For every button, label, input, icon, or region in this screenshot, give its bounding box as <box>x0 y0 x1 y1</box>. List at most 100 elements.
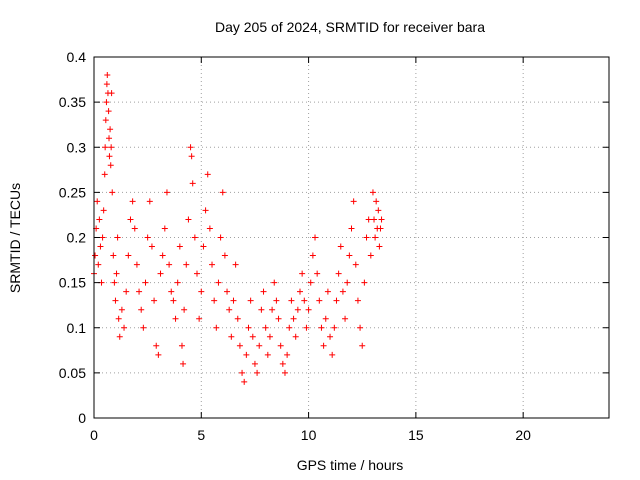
data-point <box>106 135 113 142</box>
y-tick-label: 0.4 <box>67 49 87 65</box>
data-point <box>236 342 243 349</box>
data-point <box>209 261 216 268</box>
x-tick-label: 15 <box>408 427 424 443</box>
data-point <box>107 126 114 133</box>
data-point <box>286 324 293 331</box>
data-point <box>191 234 198 241</box>
data-point <box>371 216 378 223</box>
data-point <box>161 225 168 232</box>
data-point <box>215 279 222 286</box>
data-point <box>344 279 351 286</box>
data-point <box>200 243 207 250</box>
data-point <box>151 297 158 304</box>
data-point <box>105 108 112 115</box>
data-point <box>335 270 342 277</box>
data-point <box>299 270 306 277</box>
data-point <box>111 279 118 286</box>
data-point <box>101 171 108 178</box>
y-axis-title: SRMTID / TECUs <box>7 183 23 293</box>
data-point <box>357 324 364 331</box>
y-tick-label: 0.05 <box>59 365 86 381</box>
y-tick-label: 0 <box>78 410 86 426</box>
data-point <box>363 234 370 241</box>
data-point <box>346 252 353 259</box>
data-point <box>232 261 239 268</box>
data-point <box>378 216 385 223</box>
data-point <box>316 297 323 304</box>
data-point <box>116 333 123 340</box>
data-point <box>309 252 316 259</box>
data-point <box>314 270 321 277</box>
data-point <box>320 342 327 349</box>
data-point <box>333 297 340 304</box>
data-point <box>103 99 110 106</box>
data-point <box>230 297 237 304</box>
data-point <box>183 261 190 268</box>
data-point <box>292 333 299 340</box>
data-point <box>163 189 170 196</box>
data-point <box>102 144 109 151</box>
data-point <box>228 333 235 340</box>
data-point <box>273 297 280 304</box>
data-point <box>217 234 224 241</box>
data-point <box>107 162 114 169</box>
data-point <box>146 198 153 205</box>
plot-frame <box>93 56 610 419</box>
data-point <box>174 279 181 286</box>
data-point <box>260 288 267 295</box>
data-point <box>271 279 278 286</box>
data-point <box>226 306 233 313</box>
data-point <box>106 153 113 160</box>
data-point <box>157 270 164 277</box>
data-point <box>297 288 303 295</box>
data-point <box>113 270 120 277</box>
data-point <box>251 360 258 367</box>
data-point <box>114 234 121 241</box>
data-point <box>159 252 166 259</box>
data-point <box>187 144 194 151</box>
x-axis-title: GPS time / hours <box>297 457 404 473</box>
data-point <box>129 198 136 205</box>
data-point <box>142 279 149 286</box>
data-point <box>375 207 382 214</box>
data-point <box>202 207 209 214</box>
data-point <box>354 297 361 304</box>
data-point <box>125 252 132 259</box>
data-point <box>168 288 175 295</box>
data-point <box>376 243 383 250</box>
data-point <box>99 234 106 241</box>
data-point <box>166 261 173 268</box>
data-point <box>115 315 122 322</box>
data-point <box>100 207 107 214</box>
data-point <box>303 324 310 331</box>
y-tick-label: 0.15 <box>59 275 86 291</box>
data-point <box>95 261 102 268</box>
data-point <box>275 315 282 322</box>
x-tick-label: 5 <box>197 427 205 443</box>
data-point <box>281 369 288 376</box>
data-point <box>185 216 192 223</box>
data-point <box>112 297 119 304</box>
data-point <box>194 270 200 277</box>
data-point <box>290 315 297 322</box>
data-point <box>155 351 162 358</box>
data-point <box>211 297 218 304</box>
data-point <box>103 81 110 88</box>
data-point <box>181 306 188 313</box>
y-tick-label: 0.2 <box>67 230 87 246</box>
data-point <box>243 351 250 358</box>
data-point <box>339 288 346 295</box>
data-point <box>188 153 195 160</box>
data-point <box>365 216 372 223</box>
data-point <box>96 216 103 223</box>
data-point <box>294 306 301 313</box>
data-point <box>239 369 246 376</box>
data-point <box>337 243 344 250</box>
data-point <box>372 234 379 241</box>
data-point <box>221 252 228 259</box>
data-point <box>373 198 380 205</box>
data-point <box>144 234 151 241</box>
data-point <box>318 324 325 331</box>
data-point <box>213 324 220 331</box>
data-point <box>206 225 213 232</box>
